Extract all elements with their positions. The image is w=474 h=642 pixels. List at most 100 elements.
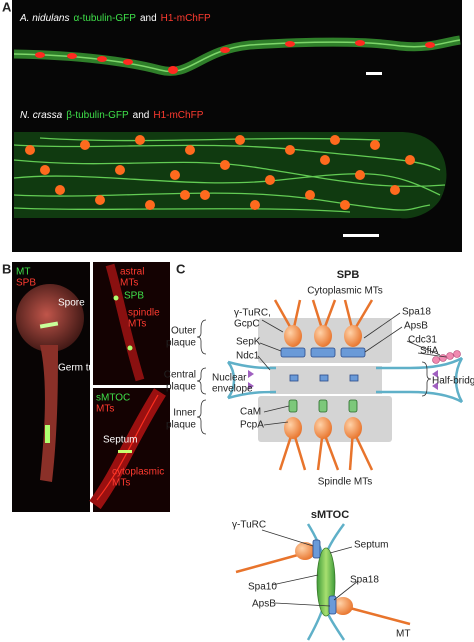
spb-diagram-part bbox=[284, 325, 362, 439]
spb-diagram-part-part bbox=[257, 355, 271, 371]
image-caption-part: H1-mChFP bbox=[153, 110, 203, 121]
image-label: MTs bbox=[112, 478, 130, 489]
spb-diagram-part-part bbox=[314, 417, 332, 439]
hypha-part-part bbox=[285, 41, 295, 47]
hypha-part bbox=[13, 39, 461, 73]
spb-diagram-part-part bbox=[439, 354, 447, 362]
hypha-part-part bbox=[180, 190, 190, 200]
diagram-label: SfiA bbox=[420, 346, 439, 357]
spb-diagram-part-part bbox=[284, 325, 302, 347]
spb-diagram-part-part bbox=[261, 319, 284, 333]
hypha-part-part bbox=[13, 159, 446, 188]
diagram-label: envelope bbox=[212, 384, 253, 395]
hypha-part-part bbox=[320, 155, 330, 165]
spb-diagram-part-part bbox=[314, 325, 332, 347]
germling-part bbox=[45, 425, 50, 443]
diagram-label: PcpA bbox=[240, 420, 264, 431]
hypha-part-part bbox=[13, 207, 351, 213]
smtoc-diagram-part-part bbox=[312, 539, 321, 559]
image-label: MTs bbox=[128, 319, 146, 330]
spb-diagram-part-part bbox=[432, 370, 438, 378]
spb-diagram-part-part bbox=[453, 350, 461, 358]
hypha-part-part bbox=[330, 135, 340, 145]
image-label: astral bbox=[120, 267, 144, 278]
spb-diagram-part-part bbox=[432, 382, 438, 390]
hypha-part bbox=[343, 234, 379, 237]
spb-diagram-part-part bbox=[318, 399, 328, 413]
panel-label: B bbox=[2, 261, 11, 276]
hypha-part-part bbox=[390, 185, 400, 195]
spb-diagram-part-part bbox=[376, 356, 463, 370]
spb-diagram-part-part bbox=[421, 361, 432, 397]
spb-diagram bbox=[196, 299, 464, 471]
spb-diagram-part bbox=[226, 356, 464, 404]
plaque-label: Central bbox=[164, 370, 196, 381]
diagram-label: Cytoplasmic MTs bbox=[307, 286, 383, 297]
spb-diagram-part-part bbox=[364, 326, 403, 353]
spb-diagram-part-part bbox=[226, 361, 236, 399]
hypha-part-part bbox=[285, 145, 295, 155]
spb-diagram-part-part bbox=[196, 399, 207, 435]
germling-part bbox=[40, 345, 58, 482]
hypha bbox=[13, 132, 447, 237]
panel-label: C bbox=[176, 261, 186, 276]
hypha-part bbox=[118, 450, 132, 453]
image-label: spindle bbox=[128, 308, 160, 319]
panel-b: B MT SPB Spore Germ tube astral MTs SPB … bbox=[2, 261, 170, 512]
image-label: Germ tube bbox=[58, 363, 106, 374]
image-label: MTs bbox=[120, 278, 138, 289]
diagram-label: Septum bbox=[354, 540, 388, 551]
image-caption-part: α-tubulin-GFP bbox=[73, 13, 136, 24]
image-caption-part: and bbox=[140, 13, 157, 24]
diagram-label: MT bbox=[396, 629, 410, 640]
hypha bbox=[13, 35, 461, 76]
smtoc-diagram-part bbox=[295, 542, 315, 560]
hypha-part-part bbox=[95, 195, 105, 205]
smtoc-diagram-part bbox=[261, 529, 359, 607]
hypha-part-part bbox=[115, 165, 125, 175]
hypha-part-part bbox=[355, 170, 365, 180]
spb-diagram-part-part bbox=[454, 357, 464, 403]
diagram-label: ApsB bbox=[404, 321, 428, 332]
diagram-label: γ-TuRC bbox=[232, 520, 266, 531]
hypha-part-part bbox=[135, 135, 145, 145]
diagram-label: Nuclear bbox=[212, 373, 247, 384]
diagram-label: γ-TuRC, bbox=[234, 308, 271, 319]
plaque-label: plaque bbox=[166, 382, 196, 393]
hypha-part bbox=[35, 40, 435, 74]
plaque-label: Outer bbox=[171, 326, 197, 337]
diagram-label: Spa10 bbox=[248, 582, 277, 593]
smtoc-diagram-part bbox=[312, 539, 337, 615]
image-caption-part: N. crassa bbox=[20, 110, 63, 121]
spb-diagram-part-part bbox=[446, 352, 454, 360]
germling-part bbox=[16, 284, 84, 352]
germling bbox=[16, 284, 84, 482]
hypha-part-part bbox=[370, 140, 380, 150]
hypha-part-part bbox=[340, 200, 350, 210]
legend-text: SPB bbox=[16, 278, 36, 289]
plaque-label: plaque bbox=[166, 420, 196, 431]
diagram-title: sMTOC bbox=[311, 509, 349, 521]
spb-diagram-part-part bbox=[348, 399, 358, 413]
hypha-part-part bbox=[405, 155, 415, 165]
image-caption: N. crassa β-tubulin-GFP and H1-mChFP bbox=[20, 110, 204, 121]
spb-diagram-part-part bbox=[248, 382, 254, 390]
spb-diagram-part bbox=[432, 350, 461, 364]
smtoc-diagram-part-part bbox=[235, 551, 306, 574]
smtoc-diagram-part-part bbox=[274, 602, 331, 607]
hypha-part-part bbox=[425, 42, 435, 48]
diagram-label: Half-bridge bbox=[432, 376, 474, 387]
germling-part bbox=[39, 321, 59, 329]
image-caption-part: H1-mChFP bbox=[161, 13, 211, 24]
hypha-part-part bbox=[235, 135, 245, 145]
diagram-label: SepK bbox=[236, 337, 261, 348]
diagram-label: ApsB bbox=[252, 599, 276, 610]
nucleus-part bbox=[127, 345, 133, 351]
spb-diagram-part-part bbox=[319, 374, 329, 382]
hypha-part-part bbox=[220, 160, 230, 170]
hypha-part-part bbox=[67, 53, 77, 59]
hypha-part-part bbox=[168, 66, 178, 74]
spb-diagram-part-part bbox=[288, 399, 298, 413]
panel-c: C SPB Cytoplasmic MTs bbox=[164, 261, 474, 641]
spb-diagram-part-part bbox=[349, 374, 359, 382]
